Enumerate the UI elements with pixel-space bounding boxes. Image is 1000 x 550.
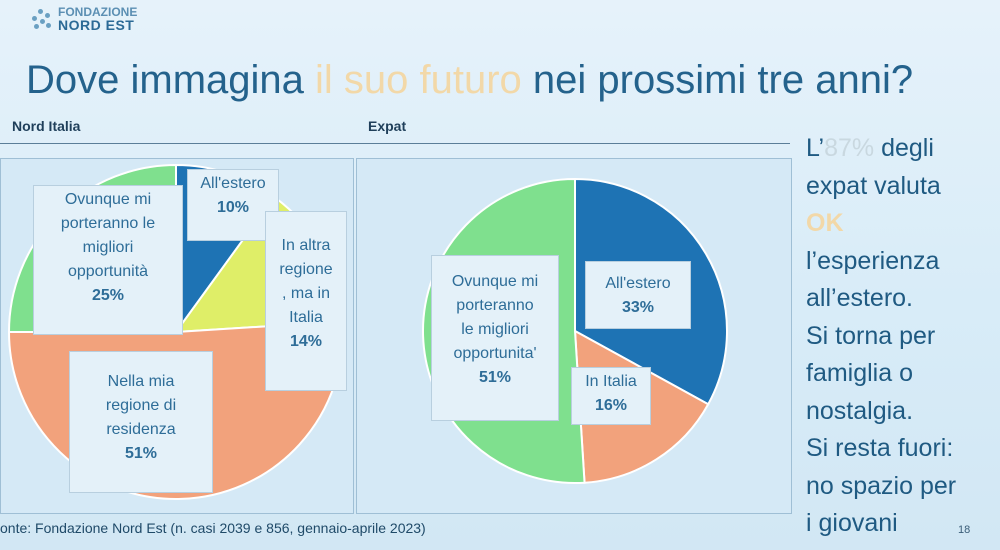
label-pct: 51% (478, 369, 512, 386)
logo-line1: FONDAZIONE (58, 5, 138, 19)
page-number: 18 (958, 524, 971, 536)
sidebar-line-5: all’estero. (806, 284, 913, 312)
label-estero-expat: All'estero 33% (585, 261, 691, 329)
logo: FONDAZIONE NORD EST (30, 6, 137, 32)
sidebar-highlight-87: 87% (824, 134, 875, 162)
chart-panel-expat: Ovunque mi porteranno le migliori opport… (356, 158, 792, 514)
title-part1: Dove immagina (26, 58, 316, 102)
label-italia-expat: In Italia 16% (571, 367, 651, 425)
sidebar-line-ok: OK (806, 209, 844, 237)
sidebar-line-9: Si resta fuori: (806, 434, 954, 462)
sidebar-text: L’ (806, 134, 825, 162)
sidebar-line-4: l’esperienza (806, 246, 940, 275)
sidebar-line-1: L’87% degli (806, 130, 998, 168)
chart-title-nord-italia: Nord Italia (12, 118, 81, 134)
logo-line2b: EST (105, 17, 135, 33)
label-ovunque-expat: Ovunque mi porteranno le migliori opport… (431, 255, 559, 421)
sidebar-line-11: i giovani (806, 509, 898, 537)
label-altra-regione-nord: In altra regione , ma in Italia 14% (265, 211, 347, 391)
sidebar-text: degli (874, 134, 934, 162)
label-ovunque-nord: Ovunque mi porteranno le migliori opport… (33, 185, 183, 335)
sidebar-line-8: nostalgia. (806, 396, 914, 425)
sidebar-line-2: expat valuta (806, 171, 941, 200)
label-text: Ovunque mi porteranno le migliori opport… (60, 191, 156, 280)
label-text: All'estero (200, 175, 266, 192)
sidebar-line-10: no spazio per (806, 471, 957, 500)
label-pct: 25% (91, 287, 125, 304)
label-pct: 14% (289, 333, 323, 350)
label-text: In Italia (585, 373, 637, 390)
label-text: All'estero (605, 275, 671, 292)
logo-line2a: NORD (58, 17, 102, 33)
label-text: Ovunque mi porteranno le migliori opport… (451, 273, 539, 362)
label-pct: 51% (124, 445, 158, 462)
sidebar-commentary: L’87% degli expat valuta OK l’esperienza… (806, 130, 998, 543)
header-rule (0, 143, 790, 144)
title-highlight: il suo futuro (315, 58, 522, 102)
chart-title-expat: Expat (368, 118, 407, 134)
source-note: onte: Fondazione Nord Est (n. casi 2039 … (0, 520, 426, 536)
label-pct: 33% (621, 299, 655, 316)
label-estero-nord: All'estero 10% (187, 169, 279, 241)
label-pct: 10% (216, 199, 250, 216)
label-mia-regione-nord: Nella mia regione di residenza 51% (69, 351, 213, 493)
logo-dots-icon (30, 7, 54, 31)
label-text: Nella mia regione di residenza (105, 373, 177, 438)
sidebar-line-6: Si torna per (806, 321, 936, 350)
slide-title: Dove immagina il suo futuro nei prossimi… (26, 58, 986, 103)
sidebar-line-7: famiglia o (806, 359, 913, 387)
pie-chart-expat (422, 177, 728, 484)
chart-panel-nord-italia: Ovunque mi porteranno le migliori opport… (0, 158, 354, 514)
title-part2: nei prossimi tre anni? (521, 58, 914, 102)
label-pct: 16% (594, 397, 628, 414)
label-text: In altra regione , ma in Italia (279, 237, 333, 326)
